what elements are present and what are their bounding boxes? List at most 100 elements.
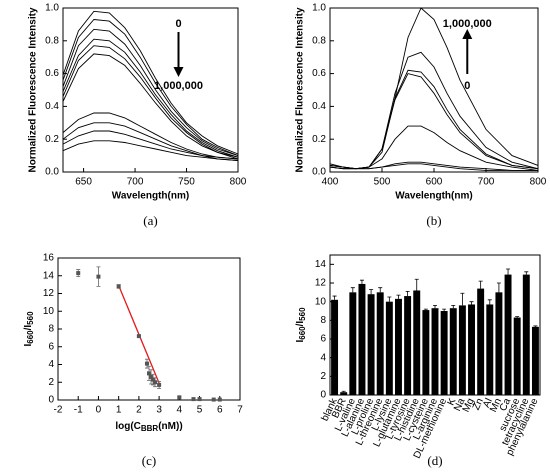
x-tick-label: 0 — [96, 405, 102, 416]
x-tick-label: -2 — [54, 405, 63, 416]
error-bar — [396, 294, 401, 299]
x-tick-label: 750 — [178, 177, 195, 188]
y-tick-label: 0.0 — [312, 167, 326, 178]
x-tick-label: Mn — [488, 397, 504, 414]
bar — [477, 288, 485, 395]
error-bar — [506, 268, 511, 275]
x-tick-label: 650 — [75, 177, 92, 188]
bar — [495, 292, 503, 395]
spectrum-line — [329, 7, 539, 170]
y-tick-label: 2 — [320, 371, 326, 382]
point — [116, 284, 121, 289]
y-tick-label: 0.2 — [45, 134, 59, 145]
spectrum-line — [62, 130, 239, 161]
x-tick-label: Ca — [498, 396, 514, 413]
error-bar — [451, 305, 456, 309]
spectrum-line — [329, 69, 539, 170]
panel-caption: (a) — [143, 213, 157, 228]
point — [76, 271, 81, 276]
subscript: 660 — [26, 330, 35, 344]
bar — [458, 305, 466, 395]
y-tick-label: 6 — [48, 341, 54, 352]
x-tick-label: 1 — [116, 405, 122, 416]
point — [96, 274, 101, 279]
x-tick-label: 800 — [230, 177, 247, 188]
x-tick-label: 6 — [217, 405, 223, 416]
y-tick-label: 0.4 — [45, 101, 59, 112]
point — [217, 397, 222, 402]
y-tick-label: 0 — [48, 395, 54, 406]
label-part: (nM)) — [158, 421, 182, 432]
spectrum-line — [62, 140, 239, 161]
spectrum-line — [62, 53, 239, 160]
spectrum-line — [62, 38, 239, 158]
label-part: I — [295, 340, 306, 343]
annotation: 0 — [464, 80, 470, 92]
label-part: log(C — [115, 421, 141, 432]
label-part: /I — [23, 325, 34, 331]
error-bar — [460, 292, 465, 306]
error-bar — [524, 271, 529, 275]
x-tick-label: 700 — [127, 177, 144, 188]
error-bar — [496, 282, 501, 293]
y-tick-label: 12 — [315, 278, 327, 289]
y-tick-label: 16 — [43, 253, 55, 264]
y-tick-label: 0.8 — [45, 35, 59, 46]
annotation: 1,000,000 — [443, 18, 492, 30]
error-bar — [487, 299, 492, 305]
point — [197, 397, 202, 402]
error-bar — [442, 308, 447, 311]
error-bar — [359, 279, 364, 284]
bar — [385, 301, 393, 395]
spectrum-line — [329, 51, 539, 170]
annotation: 0 — [175, 18, 181, 30]
x-tick-label: 2 — [136, 405, 142, 416]
x-tick-label: 800 — [530, 177, 547, 188]
y-tick-label: 0.6 — [312, 68, 326, 79]
y-tick-label: 0 — [320, 390, 326, 401]
y-axis-label: Normalized Fluorescence Intensity — [28, 7, 39, 172]
subscript: BBR — [141, 424, 159, 433]
y-tick-label: 4 — [320, 352, 326, 363]
error-bar — [341, 390, 346, 393]
panel-caption: (d) — [427, 453, 442, 468]
x-tick-label: Al — [481, 397, 495, 410]
error-bar — [423, 308, 428, 311]
y-tick-label: 0.8 — [312, 35, 326, 46]
spectrum-line — [62, 10, 239, 155]
spectrum-line — [62, 28, 239, 157]
x-tick-label: 600 — [426, 177, 443, 188]
x-tick-label: 4 — [177, 405, 183, 416]
error-bar — [414, 278, 419, 291]
spectrum-line — [62, 45, 239, 158]
x-tick-label: 3 — [156, 405, 162, 416]
x-tick-label: 500 — [374, 177, 391, 188]
subscript: 660 — [298, 326, 307, 340]
error-bar — [378, 287, 383, 293]
y-tick-label: 14 — [315, 259, 327, 270]
bar — [431, 308, 439, 395]
y-tick-label: 4 — [48, 359, 54, 370]
y-tick-label: 0.4 — [312, 101, 326, 112]
bar — [504, 274, 512, 395]
point — [211, 397, 216, 402]
annotation: 1,000,000 — [154, 80, 203, 92]
point — [151, 377, 156, 382]
x-tick-label: 700 — [478, 177, 495, 188]
y-tick-label: 2 — [48, 377, 54, 388]
error-bar — [469, 301, 474, 305]
error-bar — [433, 305, 437, 309]
x-tick-label: -1 — [74, 405, 83, 416]
axis-label: I660/I560 — [295, 307, 307, 343]
error-bar — [387, 296, 392, 302]
error-bar — [515, 316, 520, 318]
x-tick-label: 5 — [197, 405, 203, 416]
error-bar — [350, 287, 355, 293]
y-tick-label: 0.2 — [312, 134, 326, 145]
spectrum-line — [329, 73, 539, 170]
axis-label: I660/I560 — [23, 311, 35, 347]
error-bar — [369, 289, 374, 295]
y-tick-label: 10 — [43, 306, 55, 317]
label-part: /I — [295, 321, 306, 327]
